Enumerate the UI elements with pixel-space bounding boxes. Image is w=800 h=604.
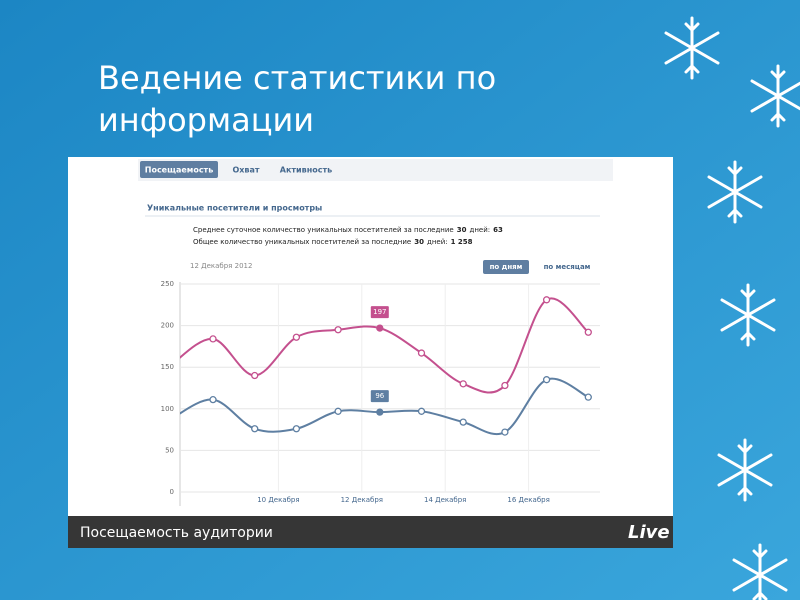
button[interactable]: по месяцам — [544, 263, 591, 271]
date: 12 Декабря 2012 — [190, 262, 252, 270]
stat-part: Среднее суточное количество уникальных п… — [193, 226, 454, 234]
tooltip-label: 96 — [375, 392, 384, 400]
x-tick-label: 16 Декабря — [507, 496, 549, 504]
point — [584, 328, 592, 336]
x-tick-label: 10 Декабря — [257, 496, 299, 504]
point — [251, 371, 259, 380]
point — [376, 324, 384, 332]
y-tick-label: 150 — [161, 363, 174, 371]
point — [584, 393, 592, 401]
y-tick-label: 0 — [170, 488, 174, 496]
point — [501, 428, 509, 436]
y-tick-label: 250 — [161, 280, 174, 288]
x-tick-label: 14 Декабря — [424, 496, 466, 504]
point — [376, 408, 384, 416]
footer-caption: Посещаемость аудитории — [80, 525, 273, 541]
point — [292, 425, 301, 433]
point — [292, 333, 301, 341]
point — [542, 376, 551, 384]
stat-part: 63 — [493, 226, 503, 234]
point — [334, 326, 342, 334]
plot — [180, 296, 592, 436]
button[interactable]: по дням — [490, 263, 523, 271]
tab[interactable]: Активность — [280, 166, 332, 175]
x-tick-label: 12 Декабря — [341, 496, 383, 504]
button-active[interactable] — [483, 260, 529, 274]
stat-part: 30 — [414, 238, 424, 246]
tooltip — [370, 306, 389, 319]
point — [417, 407, 426, 415]
screenshot — [68, 157, 673, 548]
point — [251, 425, 259, 433]
stat-part: дней: — [427, 238, 448, 246]
stat-part: 30 — [457, 226, 467, 234]
point — [417, 349, 426, 357]
stat-part: Общее количество уникальных посетителей … — [193, 238, 411, 246]
tooltip-label: 197 — [373, 308, 386, 316]
point — [501, 381, 509, 390]
y-tick-label: 200 — [161, 322, 174, 330]
y-tick-label: 50 — [165, 446, 174, 454]
point — [334, 407, 342, 415]
stat-part: 1 258 — [451, 238, 473, 246]
slide-title: информации — [98, 101, 314, 139]
point — [209, 395, 217, 404]
point — [459, 380, 467, 388]
logo: Live — [628, 522, 670, 543]
stat-line: Общее количество уникальных посетителей … — [193, 238, 473, 246]
point — [459, 418, 467, 426]
section-title: Уникальные посетители и просмотры — [147, 204, 322, 213]
tooltip — [370, 390, 389, 403]
footer-bar — [68, 516, 673, 548]
slide-title: Ведение статистики по — [98, 59, 496, 97]
point — [209, 335, 217, 343]
tab[interactable]: Охват — [232, 166, 259, 175]
tab[interactable]: Посещаемость — [145, 166, 214, 175]
stat-line: Среднее суточное количество уникальных п… — [193, 226, 503, 234]
tab-bar — [138, 159, 613, 181]
stat-part: дней: — [470, 226, 491, 234]
tab-active[interactable] — [140, 161, 218, 178]
point — [542, 296, 551, 304]
y-tick-label: 100 — [161, 405, 174, 413]
